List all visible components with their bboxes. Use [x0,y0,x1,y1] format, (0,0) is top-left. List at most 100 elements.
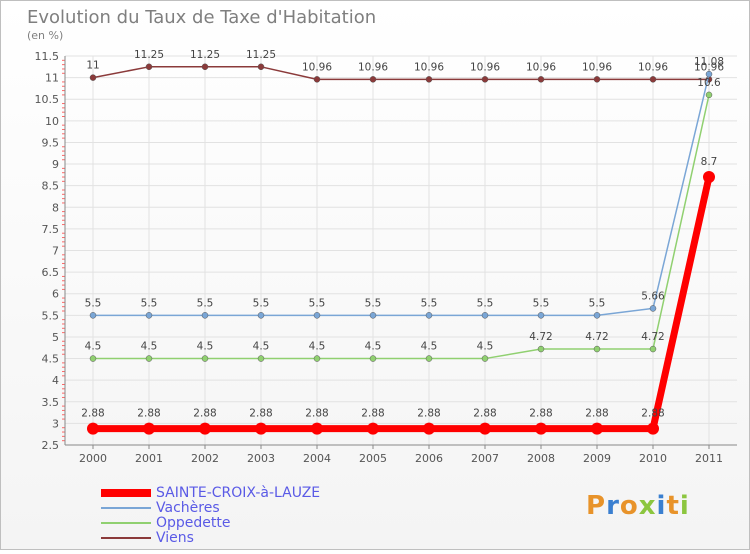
proxiti-logo: Proxiti [586,491,690,521]
data-label: 5.5 [421,297,438,309]
legend-label: SAINTE-CROIX-à-LAUZE [156,485,321,501]
data-point [479,422,491,435]
data-point [591,422,603,435]
data-label: 5.5 [477,297,494,309]
data-point [535,422,547,435]
data-point [425,312,433,319]
data-label: 2.88 [361,408,384,420]
series-line-3 [92,66,710,81]
legend-swatch [101,537,151,539]
data-point [257,63,265,71]
x-tick-label: 2009 [583,452,611,465]
logo-letter: o [619,491,639,521]
series-line-1 [92,73,710,317]
y-tick-label: 9 [52,158,59,171]
x-tick-label: 2006 [415,452,443,465]
data-point [425,355,433,362]
data-point [313,312,321,319]
data-label: 5.5 [533,297,550,309]
data-point [87,422,99,435]
y-tick-label: 6.5 [42,266,60,279]
data-point [425,76,433,83]
data-point [201,355,209,362]
data-label: 5.5 [85,297,102,309]
x-tick-label: 2001 [135,452,163,465]
chart-unit-label: (en %) [27,29,64,42]
data-point [593,76,601,83]
y-tick-label: 4 [52,374,59,387]
data-point [89,312,97,319]
y-tick-label: 7 [52,245,59,258]
x-tick-label: 2002 [191,452,219,465]
data-point [89,355,97,362]
x-tick-label: 2005 [359,452,387,465]
logo-letter: i [656,491,667,521]
data-label: 10.96 [358,61,388,73]
data-point [255,422,267,435]
data-point [89,74,97,81]
data-label: 10.96 [302,61,332,73]
data-label: 11 [86,60,99,72]
data-label: 2.88 [137,408,160,420]
legend-swatch [101,522,151,524]
y-tick-label: 4.5 [42,353,60,366]
data-label: 8.7 [701,156,718,168]
x-tick-label: 2008 [527,452,555,465]
data-label: 11.08 [694,56,724,68]
data-label: 4.5 [477,341,494,353]
series-line-2 [92,94,710,360]
grid [65,55,737,446]
series-line-0 [89,173,713,433]
x-tick-label: 2000 [79,452,107,465]
data-label: 10.6 [697,77,721,89]
y-tick-label: 11 [45,72,59,85]
data-point [145,63,153,71]
data-point [369,355,377,362]
data-point [649,305,657,312]
logo-letter: i [679,491,690,521]
data-label: 2.88 [529,408,552,420]
chart-title: Evolution du Taux de Taxe d'Habitation [27,7,377,28]
data-point [705,91,713,99]
data-point [537,345,545,353]
data-point [311,422,323,435]
y-tick-label: 11.5 [35,50,60,63]
data-point [199,422,211,435]
legend-swatch [101,507,151,509]
y-tick-label: 3.5 [42,396,60,409]
logo-letter: x [638,491,657,521]
data-point [257,312,265,319]
data-point [703,171,715,184]
data-label: 10.96 [638,61,668,73]
y-tick-label: 10.5 [35,93,60,106]
data-point [145,355,153,362]
series-layer [87,63,715,435]
data-label: 10.96 [470,61,500,73]
data-label: 11.25 [134,49,164,61]
data-point [313,355,321,362]
y-tick-label: 8.5 [42,180,60,193]
data-label: 2.88 [305,408,328,420]
data-label: 2.88 [585,408,608,420]
data-label: 5.5 [141,297,158,309]
data-point [537,76,545,83]
data-label: 4.5 [365,341,382,353]
y-tick-label: 7.5 [42,223,60,236]
y-tick-label: 5.5 [42,309,60,322]
data-label: 10.96 [694,61,724,73]
data-point [367,422,379,435]
data-point [481,355,489,362]
data-labels: 2.88 2.88 2.88 2.88 2.88 2.88 2.88 2.88 2.88 2.88… [81,49,724,420]
y-tick-label: 9.5 [42,136,60,149]
data-label: 2.88 [81,408,104,420]
data-point [257,355,265,362]
data-label: 10.96 [526,61,556,73]
data-point [201,63,209,71]
y-tick-label: 6 [52,288,59,301]
data-point [649,345,657,353]
data-label: 4.5 [141,341,158,353]
x-tick-label: 2007 [471,452,499,465]
data-point [143,422,155,435]
